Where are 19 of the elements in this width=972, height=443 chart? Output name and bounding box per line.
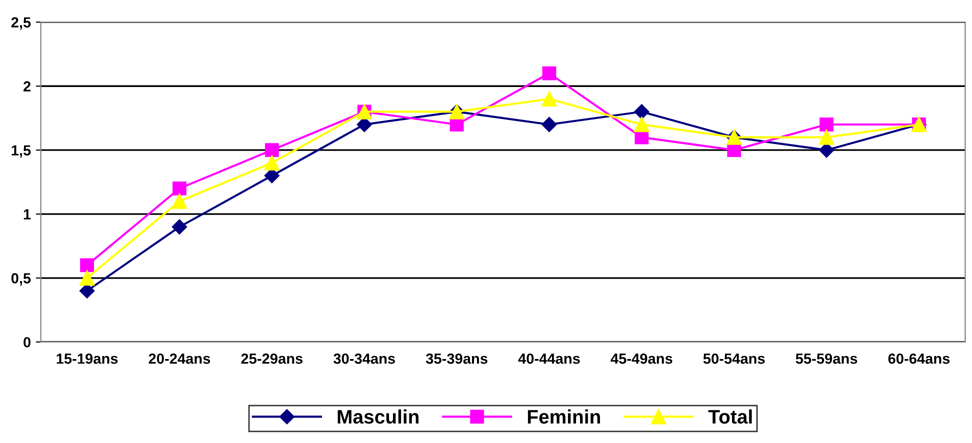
y-tick-label: 2	[24, 81, 31, 92]
y-tick-label: 1,5	[12, 145, 31, 158]
x-tick-label: 30-34ans	[333, 353, 395, 364]
x-tick-label: 35-39ans	[426, 353, 488, 364]
x-tick-label: 50-54ans	[703, 353, 765, 364]
x-tick-label: 60-64ans	[888, 353, 950, 364]
y-tick-label: 0,5	[11, 273, 31, 286]
x-tick-label: 15-19ans	[56, 353, 118, 364]
legend-label: Total	[708, 409, 752, 424]
x-tick-label: 25-29ans	[241, 353, 303, 364]
x-tick-label: 45-49ans	[610, 353, 672, 364]
legend-label: Masculin	[338, 409, 418, 424]
x-tick-label: 20-24ans	[148, 353, 210, 364]
y-tick-label: 0	[24, 337, 31, 348]
y-tick-label: 2,5	[11, 17, 31, 30]
x-tick-label: 40-44ans	[518, 353, 580, 364]
y-tick-label: 1	[24, 209, 31, 220]
x-tick-label: 55-59ans	[796, 353, 858, 364]
legend-label: Feminin	[528, 409, 600, 424]
